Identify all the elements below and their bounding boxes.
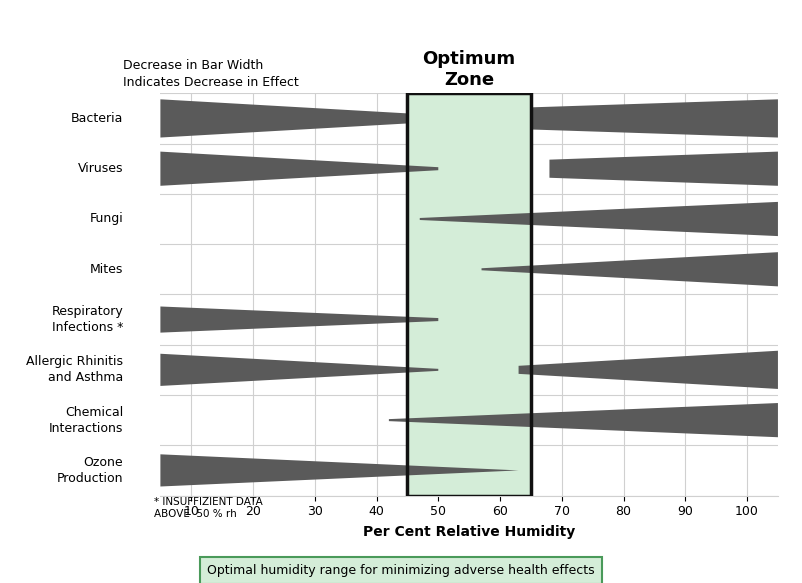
Polygon shape — [160, 99, 407, 138]
Text: Mites: Mites — [90, 263, 124, 276]
Text: Decrease in Bar Width
Indicates Decrease in Effect: Decrease in Bar Width Indicates Decrease… — [124, 59, 299, 89]
Bar — [407, 93, 531, 496]
Polygon shape — [519, 351, 778, 389]
Polygon shape — [481, 252, 778, 286]
Text: Respiratory
Infections *: Respiratory Infections * — [51, 305, 124, 334]
Text: * INSUFFIZIENT DATA
ABOVE  50 % rh: * INSUFFIZIENT DATA ABOVE 50 % rh — [154, 497, 263, 519]
Polygon shape — [160, 152, 438, 186]
X-axis label: Per Cent Relative Humidity: Per Cent Relative Humidity — [363, 525, 575, 539]
Text: Fungi: Fungi — [90, 212, 124, 226]
Polygon shape — [531, 99, 778, 138]
Polygon shape — [160, 307, 438, 333]
Polygon shape — [419, 202, 778, 236]
Text: Ozone
Production: Ozone Production — [57, 456, 124, 485]
Polygon shape — [549, 152, 778, 186]
Text: Chemical
Interactions: Chemical Interactions — [49, 406, 124, 434]
Polygon shape — [160, 354, 438, 386]
Text: Bacteria: Bacteria — [71, 112, 124, 125]
Text: Optimal humidity range for minimizing adverse health effects: Optimal humidity range for minimizing ad… — [207, 564, 595, 577]
Text: Allergic Rhinitis
and Asthma: Allergic Rhinitis and Asthma — [26, 356, 124, 384]
Text: Viruses: Viruses — [78, 162, 124, 175]
Polygon shape — [389, 403, 778, 437]
Polygon shape — [160, 454, 519, 486]
Text: Optimum
Zone: Optimum Zone — [423, 51, 516, 89]
